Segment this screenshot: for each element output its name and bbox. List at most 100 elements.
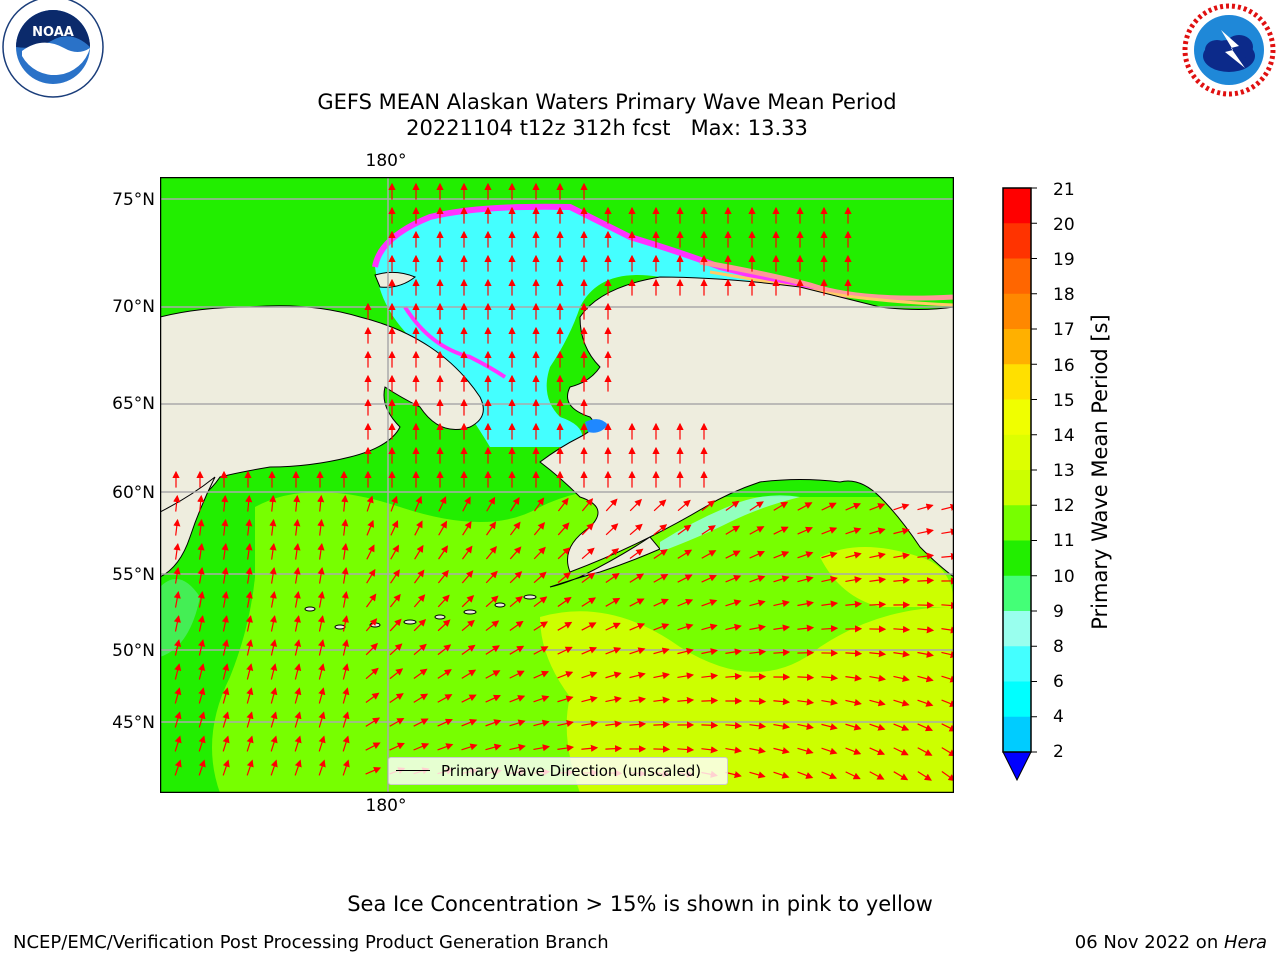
cb-tick-9: 9 bbox=[1053, 602, 1064, 622]
cb-tick-14: 14 bbox=[1053, 426, 1075, 446]
wave-direction-arrow bbox=[245, 566, 253, 584]
cb-tick-21: 21 bbox=[1053, 180, 1075, 200]
colorbar-block bbox=[1003, 681, 1031, 718]
wave-direction-arrow bbox=[893, 576, 911, 584]
wave-direction-arrow bbox=[197, 591, 205, 608]
wave-direction-arrow bbox=[629, 696, 647, 704]
wave-direction-arrow bbox=[605, 745, 623, 753]
wave-direction-arrow bbox=[581, 744, 599, 752]
map-title: GEFS MEAN Alaskan Waters Primary Wave Me… bbox=[317, 90, 897, 114]
wave-direction-arrow bbox=[293, 566, 301, 584]
wave-direction-arrow bbox=[365, 766, 382, 775]
wave-direction-arrow bbox=[437, 569, 449, 584]
wave-direction-arrow bbox=[605, 548, 620, 560]
wave-direction-arrow bbox=[893, 650, 911, 658]
wave-direction-arrow bbox=[725, 721, 743, 730]
wave-direction-arrow bbox=[342, 639, 350, 656]
wave-direction-arrow bbox=[629, 720, 647, 728]
wave-direction-arrow bbox=[365, 742, 381, 751]
wave-direction-arrow bbox=[461, 619, 475, 632]
wave-direction-arrow bbox=[198, 687, 206, 704]
wave-direction-arrow bbox=[917, 528, 934, 536]
wave-direction-arrow bbox=[198, 711, 206, 728]
wave-direction-arrow bbox=[246, 759, 254, 776]
wave-direction-arrow bbox=[893, 699, 910, 707]
wave-direction-arrow bbox=[461, 719, 478, 727]
wave-direction-arrow bbox=[821, 771, 838, 780]
wave-direction-arrow bbox=[509, 743, 526, 751]
wave-direction-arrow bbox=[246, 711, 254, 728]
wave-direction-arrow bbox=[341, 518, 349, 536]
wave-direction-arrow bbox=[653, 549, 668, 559]
wave-direction-arrow bbox=[845, 723, 862, 731]
wave-direction-arrow bbox=[509, 695, 526, 703]
wave-direction-arrow bbox=[773, 648, 791, 657]
wave-direction-arrow bbox=[797, 673, 815, 681]
wave-direction-arrow bbox=[773, 501, 789, 511]
wave-direction-arrow bbox=[462, 520, 472, 536]
wave-direction-arrow bbox=[174, 711, 182, 728]
wave-direction-arrow bbox=[941, 601, 954, 610]
wave-direction-arrow bbox=[533, 571, 547, 584]
cb-tick-19: 19 bbox=[1053, 250, 1075, 270]
land-alaska bbox=[539, 177, 954, 578]
wave-direction-arrow bbox=[461, 743, 478, 751]
wave-direction-arrow bbox=[461, 545, 473, 560]
wave-direction-arrow bbox=[749, 746, 766, 754]
wave-direction-arrow bbox=[629, 523, 643, 536]
wave-direction-arrow bbox=[773, 526, 789, 535]
wave-direction-arrow bbox=[845, 600, 863, 608]
wave-direction-arrow bbox=[725, 623, 742, 631]
wave-direction-arrow bbox=[893, 527, 910, 535]
wave-direction-arrow bbox=[173, 542, 181, 560]
wave-direction-arrow bbox=[677, 672, 695, 680]
wave-direction-arrow bbox=[461, 669, 477, 679]
wave-direction-arrow bbox=[366, 544, 375, 560]
wave-direction-arrow bbox=[485, 595, 499, 608]
land-ak-peninsula bbox=[549, 536, 661, 588]
wave-direction-arrow bbox=[533, 522, 546, 536]
wave-direction-arrow bbox=[701, 672, 719, 680]
wave-direction-arrow bbox=[245, 518, 253, 536]
wave-direction-arrow bbox=[461, 595, 475, 608]
wave-direction-arrow bbox=[269, 518, 277, 536]
colorbar-block bbox=[1003, 258, 1031, 295]
wave-direction-arrow bbox=[893, 552, 910, 560]
wave-direction-arrow bbox=[821, 527, 838, 535]
wave-direction-arrow bbox=[893, 503, 910, 511]
wave-direction-arrow bbox=[270, 711, 278, 728]
wave-direction-arrow bbox=[845, 698, 862, 706]
wave-direction-arrow bbox=[366, 519, 375, 536]
colorbar-block bbox=[1003, 575, 1031, 612]
wave-direction-arrow bbox=[198, 735, 206, 752]
wave-direction-arrow bbox=[509, 719, 526, 727]
wave-direction-arrow bbox=[485, 719, 502, 727]
legend-text: Primary Wave Direction (unscaled) bbox=[441, 762, 702, 780]
wave-direction-arrow bbox=[365, 593, 377, 608]
wave-direction-arrow bbox=[557, 719, 574, 728]
cb-tick-18: 18 bbox=[1053, 285, 1075, 305]
wave-direction-arrow bbox=[941, 503, 954, 511]
wave-direction-arrow bbox=[390, 520, 399, 536]
wave-direction-arrow bbox=[749, 575, 766, 583]
legend-line-sample bbox=[396, 770, 430, 771]
footer-date: 06 Nov 2022 on bbox=[1074, 932, 1224, 953]
wave-direction-arrow bbox=[533, 646, 549, 655]
wave-direction-arrow bbox=[581, 646, 598, 655]
wave-direction-arrow bbox=[533, 744, 550, 752]
wave-direction-arrow bbox=[246, 735, 254, 752]
wave-direction-arrow bbox=[629, 622, 646, 631]
wave-direction-arrow bbox=[341, 591, 349, 608]
wave-direction-arrow bbox=[461, 644, 476, 655]
wave-direction-arrow bbox=[269, 542, 277, 560]
wave-direction-arrow bbox=[917, 771, 932, 781]
wave-direction-arrow bbox=[317, 615, 325, 632]
wave-direction-arrow bbox=[533, 621, 548, 631]
wave-direction-arrow bbox=[797, 771, 814, 779]
wave-direction-arrow bbox=[677, 574, 693, 583]
wave-direction-arrow bbox=[581, 522, 594, 536]
coastal-cyan bbox=[660, 495, 800, 552]
wave-direction-arrow bbox=[438, 545, 448, 560]
wave-direction-arrow bbox=[821, 674, 839, 682]
colorbar-block bbox=[1003, 646, 1031, 682]
